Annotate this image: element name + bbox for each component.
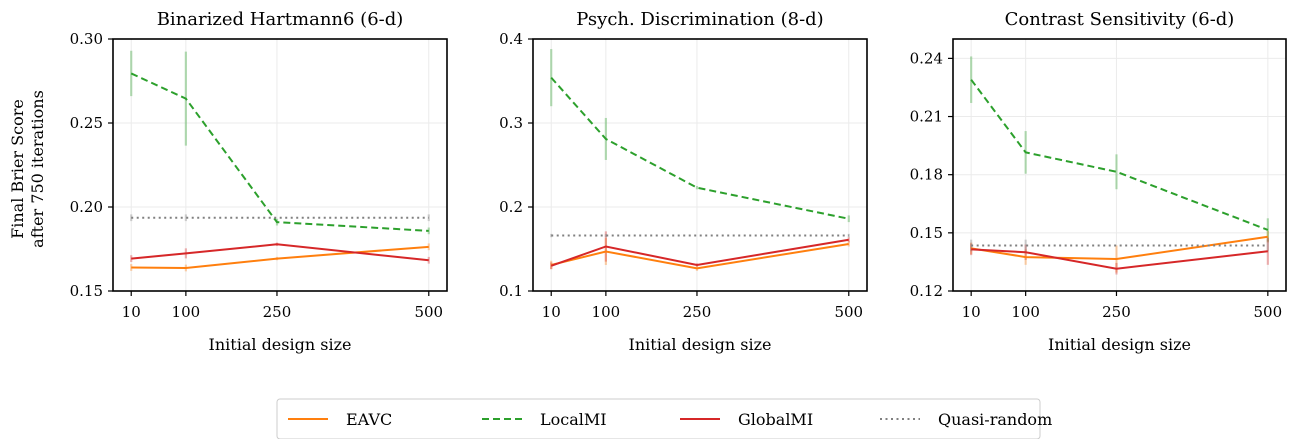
- y-tick-label: 0.15: [910, 224, 943, 242]
- chart-panel-contrast: 10 100 250 500 0.12 0.15 0.18 0.21 0.24 Contrast …: [910, 9, 1287, 354]
- x-tick-label: 10: [542, 303, 561, 321]
- legend: EAVC LocalMI GlobalMI Quasi-random: [276, 398, 1052, 439]
- x-axis-label: Initial design size: [1048, 335, 1191, 354]
- plot-frame: [532, 38, 868, 292]
- legend-frame: [276, 398, 1041, 439]
- series-line-eavc: [971, 235, 1268, 261]
- x-tick-label: 10: [122, 303, 141, 321]
- y-tick-label: 0.20: [70, 198, 103, 216]
- x-axis-label: Initial design size: [629, 335, 772, 354]
- y-axis-label-line2: after 750 iterations: [28, 90, 47, 248]
- x-tick-label: 500: [414, 303, 443, 321]
- series-line-localmi: [970, 79, 1269, 231]
- legend-label-localmi: LocalMI: [540, 410, 607, 429]
- chart-title: Contrast Sensitivity (6-d): [1005, 9, 1235, 30]
- chart-panel-hartmann: 10 100 250 500 0.15 0.20 0.25 0.30 Binarized Har…: [70, 9, 448, 354]
- legend-label-eavc: EAVC: [346, 410, 392, 429]
- series-line-eavc: [131, 245, 429, 269]
- x-tick-label: 100: [172, 303, 201, 321]
- series-line-globalmi: [131, 243, 429, 262]
- x-tick-label: 100: [592, 303, 621, 321]
- y-tick-label: 0.15: [70, 282, 103, 300]
- plot-frame: [952, 38, 1287, 292]
- x-axis-label: Initial design size: [209, 335, 352, 354]
- series-line-localmi: [130, 72, 429, 232]
- series-line-localmi: [550, 76, 849, 220]
- y-tick-label: 0.24: [910, 49, 943, 67]
- y-tick-label: 0.3: [499, 114, 523, 132]
- legend-label-globalmi: GlobalMI: [738, 410, 813, 429]
- y-tick-label: 0.21: [910, 108, 943, 126]
- y-tick-label: 0.4: [499, 30, 523, 48]
- plot-frame: [112, 38, 448, 292]
- x-tick-label: 250: [683, 303, 712, 321]
- y-tick-label: 0.25: [70, 114, 103, 132]
- y-tick-label: 0.12: [910, 282, 943, 300]
- x-tick-label: 100: [1011, 303, 1040, 321]
- y-tick-label: 0.2: [499, 198, 523, 216]
- series-line-globalmi: [971, 248, 1268, 270]
- chart-title: Binarized Hartmann6 (6-d): [157, 9, 404, 30]
- y-tick-label: 0.18: [910, 166, 943, 184]
- chart-panel-discrimination: 10 100 250 500 0.1 0.2 0.3 0.4 Psych. Discrimina…: [499, 9, 868, 354]
- y-axis-label-line1: Final Brier Score: [8, 99, 27, 239]
- y-tick-label: 0.1: [499, 282, 523, 300]
- x-tick-label: 250: [1102, 303, 1131, 321]
- x-tick-label: 500: [1254, 303, 1283, 321]
- x-tick-label: 250: [263, 303, 292, 321]
- series-line-eavc: [550, 242, 849, 270]
- y-tick-label: 0.30: [70, 30, 103, 48]
- series-line-globalmi: [550, 238, 849, 267]
- legend-label-quasi-random: Quasi-random: [938, 410, 1052, 429]
- x-tick-label: 500: [834, 303, 863, 321]
- chart-title: Psych. Discrimination (8-d): [576, 9, 823, 30]
- x-tick-label: 10: [962, 303, 981, 321]
